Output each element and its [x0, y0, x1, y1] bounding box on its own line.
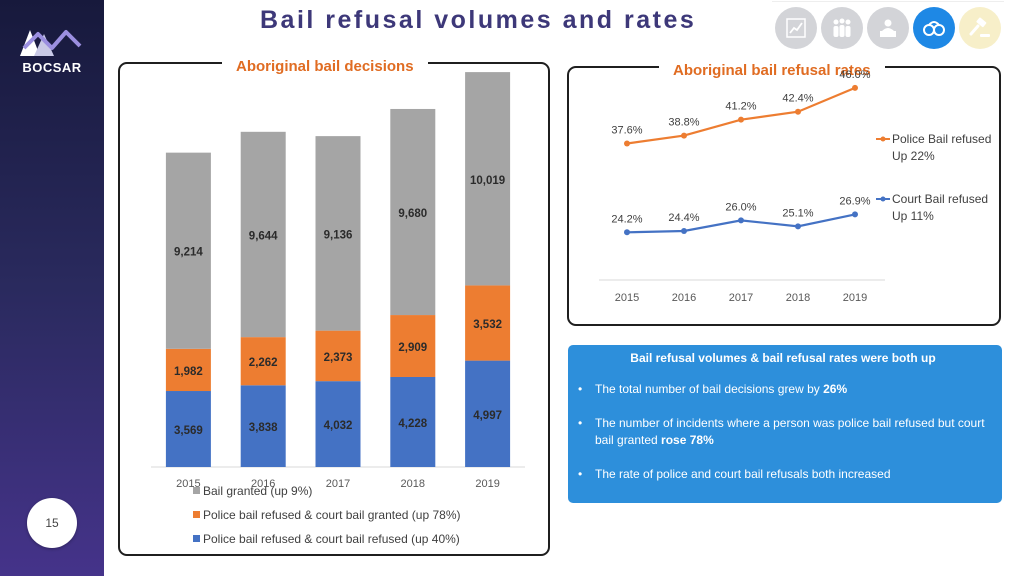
legend-entry: Police Bail refused [892, 132, 991, 146]
bar-data-label: 3,569 [174, 425, 203, 437]
bar-data-label: 4,997 [473, 410, 502, 422]
bar-segment [390, 108, 436, 316]
summary-item: The total number of bail decisions grew … [578, 381, 988, 398]
legend-note: Up 22% [892, 149, 935, 163]
chart-icon [786, 17, 806, 38]
bar-data-label: 9,644 [249, 230, 278, 242]
point-data-label: 24.2% [611, 213, 642, 225]
legend-marker [880, 136, 886, 142]
legend-swatch [193, 535, 200, 542]
refusal-rates-chart: 2015 2016 2017 2018 2019 37.6% 38.8% 41.2% 42.4%… [599, 69, 991, 304]
bar-segment [165, 391, 211, 467]
legend-swatch [193, 511, 200, 518]
bar-segment [465, 360, 511, 467]
x-tick-label: 2017 [326, 478, 350, 490]
bar-segment [240, 131, 286, 338]
bar-segment [465, 285, 511, 361]
summary-list: The total number of bail decisions grew … [578, 381, 988, 483]
point-data-label: 26.9% [839, 195, 870, 207]
people-icon [833, 18, 851, 37]
nav-chart-button[interactable] [775, 6, 817, 49]
bar-data-label: 9,136 [324, 229, 353, 241]
point-data-label: 41.2% [725, 101, 756, 113]
series-line [626, 86, 856, 145]
topic-nav [772, 1, 1004, 53]
gavel-icon [969, 17, 990, 37]
x-tick-label: 2015 [615, 292, 639, 304]
point-data-label: 24.4% [668, 212, 699, 224]
summary-item: The rate of police and court bail refusa… [578, 466, 988, 483]
bar-data-label: 4,228 [398, 418, 427, 430]
bar-data-label: 10,019 [470, 175, 505, 187]
point-data-label: 38.8% [668, 117, 699, 129]
page-number: 15 [27, 498, 77, 548]
bar-segment [465, 72, 511, 286]
nav-person-desk-button[interactable] [867, 6, 909, 49]
bar-data-label: 4,032 [324, 420, 353, 432]
bar-segment [315, 330, 361, 382]
data-point [681, 132, 687, 139]
bar-data-label: 3,838 [249, 422, 278, 434]
point-data-label: 46.0% [839, 69, 870, 81]
bar-segment [165, 152, 211, 349]
bocsar-logo-icon [20, 30, 82, 56]
bar-segment [315, 381, 361, 467]
legend-entry: Police bail refused & court bail granted… [203, 508, 460, 522]
point-data-label: 42.4% [782, 93, 813, 105]
bar-data-label: 9,214 [174, 247, 203, 259]
data-point [795, 108, 801, 115]
point-data-label: 25.1% [782, 207, 813, 219]
bail-decisions-title: Aboriginal bail decisions [222, 58, 428, 75]
x-tick-label: 2016 [672, 292, 696, 304]
bar-segment [390, 376, 436, 467]
bar-segment [165, 348, 211, 392]
data-point [738, 116, 744, 123]
bar-segment [240, 337, 286, 386]
summary-item: The number of incidents where a person w… [578, 415, 988, 449]
x-tick-label: 2016 [251, 478, 275, 490]
point-data-label: 26.0% [725, 201, 756, 213]
bar-segment [240, 385, 286, 467]
x-tick-label: 2017 [729, 292, 753, 304]
point-data-label: 37.6% [611, 125, 642, 137]
legend-marker [880, 196, 886, 202]
data-point [852, 84, 858, 91]
refusal-rates-title: Aboriginal bail refusal rates [659, 62, 885, 79]
x-tick-label: 2019 [843, 292, 867, 304]
x-tick-label: 2018 [786, 292, 810, 304]
legend-note: Up 11% [892, 209, 934, 223]
bar-data-label: 3,532 [473, 319, 502, 331]
bar-segment [315, 136, 361, 331]
data-point [852, 211, 858, 218]
nav-people-button[interactable] [821, 6, 863, 49]
bar-segment [390, 315, 436, 377]
page-title: Bail refusal volumes and rates [260, 6, 697, 34]
bar-data-label: 1,982 [174, 366, 203, 378]
nav-gavel-button[interactable] [959, 6, 1001, 49]
sidebar: BOCSAR 15 [0, 0, 104, 576]
bar-data-label: 9,680 [398, 208, 427, 220]
brand-name: BOCSAR [22, 60, 82, 75]
refusal-rates-panel [567, 66, 1001, 326]
legend-entry: Police bail refused & court bail refused… [203, 532, 460, 546]
legend-entry: Bail granted (up 9%) [203, 484, 312, 498]
bail-decisions-chart: 3,5691,9829,21420153,8382,2629,64420164,… [151, 72, 525, 546]
legend-entry: Court Bail refused [892, 192, 988, 206]
person-desk-icon [880, 19, 896, 37]
data-point [795, 223, 801, 230]
data-point [624, 140, 630, 147]
bar-data-label: 2,262 [249, 357, 278, 369]
handcuffs-icon [923, 20, 945, 36]
nav-handcuffs-button[interactable] [913, 6, 955, 49]
legend-swatch [193, 487, 200, 494]
summary-box: Bail refusal volumes & bail refusal rate… [568, 345, 1002, 503]
x-tick-label: 2019 [475, 478, 499, 490]
x-tick-label: 2018 [401, 478, 425, 490]
bar-data-label: 2,909 [398, 342, 427, 354]
data-point [681, 227, 687, 234]
bar-data-label: 2,373 [324, 352, 353, 364]
data-point [624, 229, 630, 236]
data-point [738, 217, 744, 224]
summary-heading: Bail refusal volumes & bail refusal rate… [630, 351, 936, 365]
